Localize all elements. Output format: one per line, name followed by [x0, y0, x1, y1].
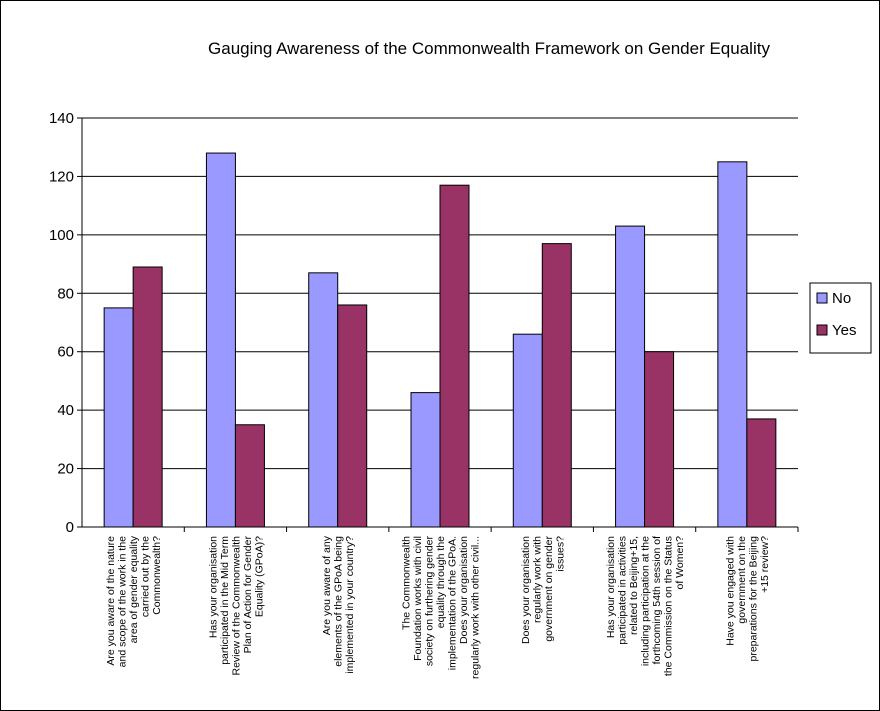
category-label-line: Has your organisation [207, 536, 219, 638]
legend: No Yes [809, 282, 872, 354]
y-tick-label: 0 [66, 519, 74, 536]
category-label: Does your organisation regularly work wit… [520, 535, 567, 643]
legend-swatch-yes [816, 324, 828, 336]
category-label: Are you aware of any elements of the GPoA… [321, 535, 356, 673]
category-label-line: government on gender [543, 535, 555, 641]
category-label-line: Have you engaged with [725, 536, 737, 646]
category-label-line: Are you aware of the nature [105, 536, 117, 666]
category-label-line: participated in the Mid Term [219, 536, 231, 665]
category-label-line: elements of the GPoA being [333, 536, 345, 667]
legend-label-no: No [832, 290, 851, 307]
bar-no [205, 152, 236, 528]
category-label-line: Equality (GPoA)? [253, 536, 265, 617]
category-label-line: participated in activities [617, 536, 629, 645]
category-label-line: including participation at the [640, 536, 652, 666]
chart-title: Gauging Awareness of the Commonwealth Fr… [208, 39, 770, 58]
legend-label-yes: Yes [832, 322, 856, 339]
category-label-line: Plan of Action for Gender [242, 536, 254, 654]
category-label-line: Are you aware of any [321, 535, 333, 635]
bar-yes [644, 351, 675, 528]
bar-yes [439, 184, 470, 528]
category-label: Has your organisation participated in act… [605, 536, 686, 676]
y-axis: 0 20 40 60 80 100 120 140 [49, 110, 83, 536]
legend-swatch-no [816, 292, 828, 304]
category-label: Have you engaged with government on the pr… [725, 536, 772, 662]
y-tick-label: 140 [49, 110, 74, 127]
category-label-line: carried out by the [140, 536, 152, 617]
bar-yes [541, 243, 572, 528]
bar-no [308, 272, 339, 528]
category-label-line: Review of the Commonwealth [230, 536, 242, 676]
category-label-line: regularly work with other civil... [470, 536, 482, 679]
bar-no [103, 307, 134, 528]
y-tick-label: 60 [57, 344, 74, 361]
category-label: The Commonwealth Foundation works with ci… [401, 536, 482, 679]
category-label-line: the Commission on the Status [663, 536, 675, 676]
category-label-line: related to Beijing+15, [628, 536, 640, 635]
x-axis: Are you aware of the nature and scope of … [82, 526, 799, 679]
bars [103, 152, 777, 528]
bar-no [512, 333, 543, 528]
category-label-line: Does your organisation [520, 536, 532, 644]
category-label: Are you aware of the nature and scope of … [105, 535, 163, 667]
y-tick-label: 120 [49, 168, 74, 185]
bar-no [615, 225, 646, 528]
y-tick-label: 20 [57, 461, 74, 478]
category-label-line: of Women? [674, 536, 686, 590]
category-label-line: +15 review? [759, 536, 771, 593]
category-label-line: preparations for the Beijing [748, 536, 760, 662]
category-label-line: forthcoming 54th session of [651, 536, 663, 664]
category-label-line: Does your organisation [458, 536, 470, 644]
category-label-line: implemented in your country? [344, 536, 356, 674]
category-label-line: issues? [555, 536, 567, 572]
category-label-line: regularly work with [532, 536, 544, 623]
category-label-line: Has your organisation [605, 536, 617, 638]
category-label: Has your organisation participated in the… [207, 536, 265, 676]
category-label-line: government on the [736, 536, 748, 624]
category-label-line: Commonwealth? [151, 536, 163, 615]
category-label-line: implementation of the GPoA. [447, 536, 459, 670]
bar-yes [132, 266, 163, 528]
bar-yes [746, 418, 777, 528]
category-label-line: Foundation works with civil [412, 536, 424, 661]
bar-no [717, 161, 748, 528]
category-label-line: and scope of the work in the [117, 536, 129, 667]
category-label-line: area of gender equality [128, 535, 140, 643]
y-tick-label: 40 [57, 402, 74, 419]
y-tick-label: 80 [57, 285, 74, 302]
category-label-line: society on furthering gender [424, 536, 436, 667]
category-label-line: equality through the [435, 536, 447, 628]
bar-no [410, 392, 441, 528]
bar-yes [234, 424, 265, 528]
category-label-line: The Commonwealth [401, 536, 413, 630]
y-tick-label: 100 [49, 227, 74, 244]
bar-yes [337, 304, 368, 528]
